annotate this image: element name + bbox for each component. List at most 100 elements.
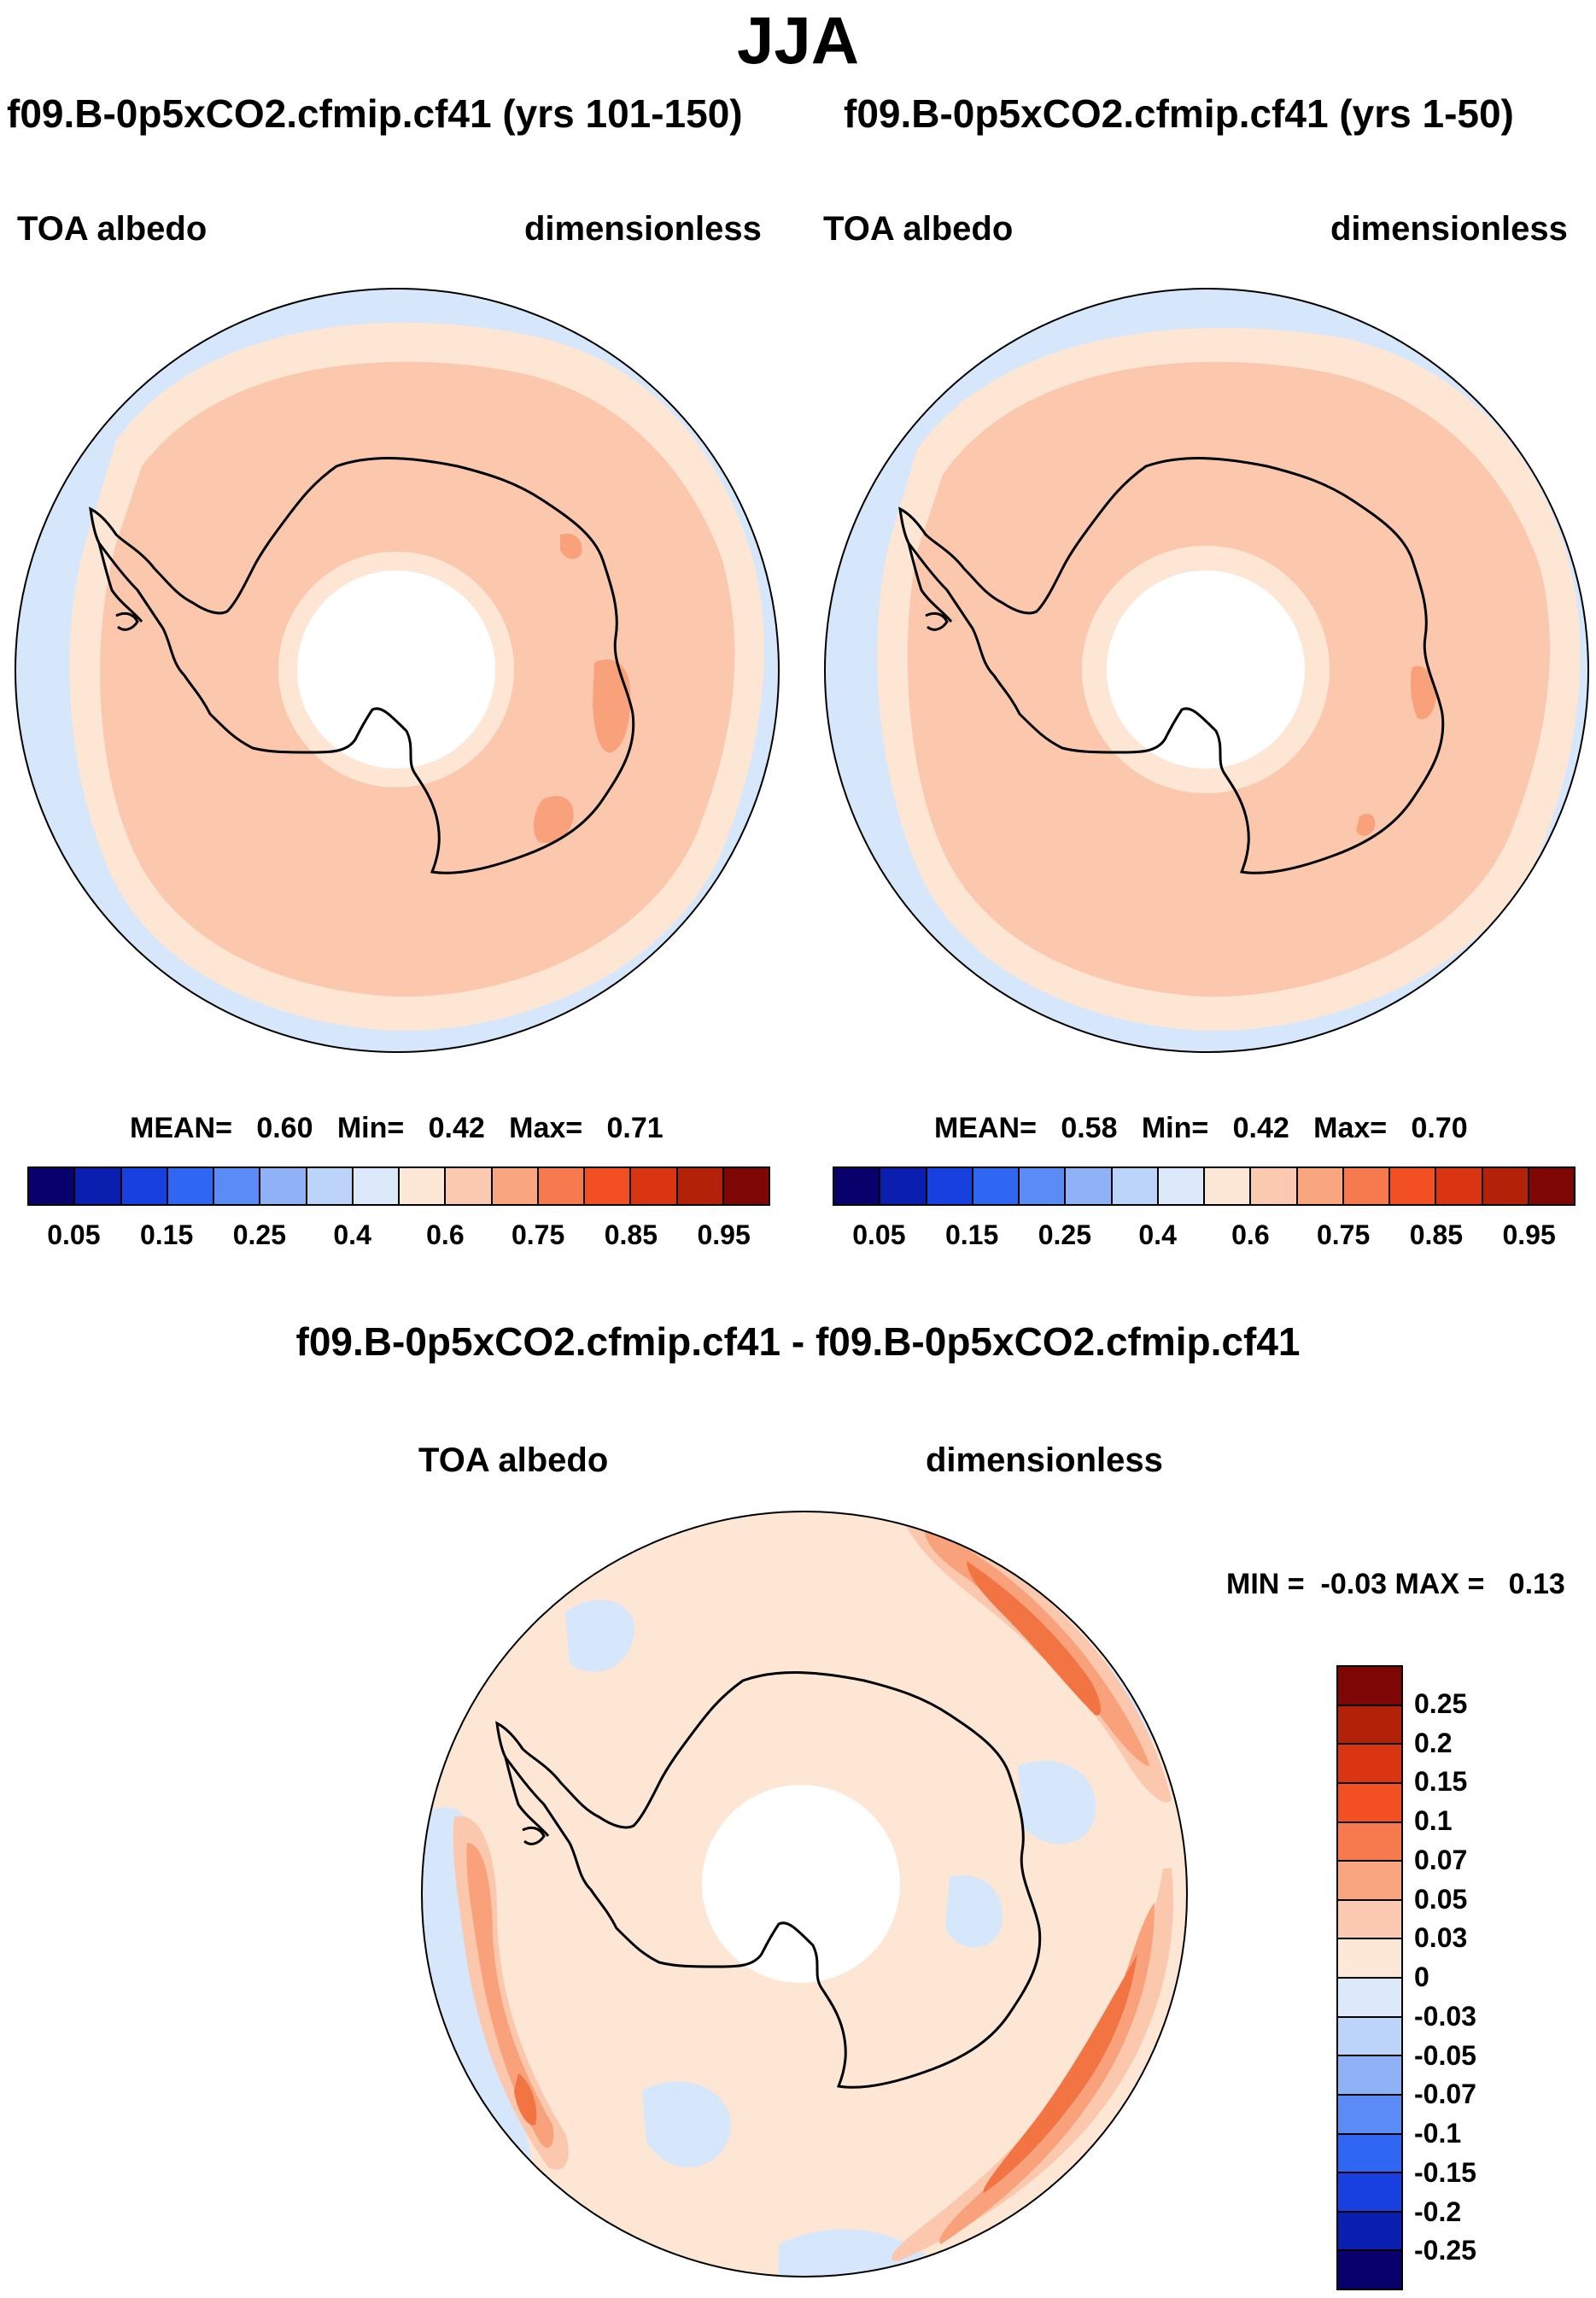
right-max-value: 0.70: [1411, 1112, 1468, 1144]
colorbar-segment: [1390, 1168, 1437, 1204]
pole-hole: [297, 570, 495, 769]
right-min-value: 0.42: [1232, 1112, 1289, 1144]
colorbar-tick-label: 0.85: [604, 1219, 658, 1250]
colorbar-tick-label: 0.07: [1414, 1844, 1468, 1875]
colorbar-tick-label: -0.03: [1414, 2000, 1476, 2032]
left-mean-label: MEAN=: [130, 1112, 232, 1144]
colorbar-segment: [631, 1168, 678, 1204]
peak-band: [967, 1561, 1101, 1716]
colorbar-tick-label: -0.15: [1414, 2156, 1476, 2188]
colorbar-segment: [1020, 1168, 1067, 1204]
high-albedo-patch: [533, 796, 574, 844]
colorbar-segment: [307, 1168, 354, 1204]
left-max-value: 0.71: [606, 1112, 664, 1144]
colorbar-segment: [1158, 1168, 1205, 1204]
colorbar-tick-label: 0.1: [1414, 1805, 1453, 1836]
right-units-label: dimensionless: [1330, 210, 1568, 248]
antarctica-coastline: [89, 457, 635, 874]
peak-band: [514, 2073, 537, 2126]
colorbar-tick-label: 0.85: [1409, 1219, 1464, 1250]
antarctic-peninsula: [907, 542, 953, 631]
peak-band: [983, 1954, 1137, 2193]
colorbar-tick-label: 0.05: [852, 1219, 906, 1250]
left-polar-map: [15, 288, 780, 1053]
colorbar-segment: [1338, 1939, 1401, 1979]
colorbar-tick-label: 0.6: [426, 1219, 465, 1250]
colorbar-segment: [1297, 1168, 1344, 1204]
high-albedo-patch: [1411, 666, 1436, 720]
colorbar-segment: [1338, 1900, 1401, 1940]
colorbar-tick-label: 0.25: [1414, 1687, 1468, 1719]
colorbar-segment: [492, 1168, 539, 1204]
colorbar-tick-label: -0.25: [1414, 2235, 1476, 2266]
colorbar-segment: [1338, 1745, 1401, 1784]
map-border: [824, 288, 1589, 1053]
high-albedo-patch: [560, 533, 582, 559]
colorbar-tick-label: 0.15: [944, 1219, 999, 1250]
left-min-value: 0.42: [428, 1112, 485, 1144]
colorbar-segment: [1338, 1979, 1401, 2018]
diff-units-label: dimensionless: [926, 1441, 1163, 1479]
colorbar-tick-label: 0.6: [1231, 1219, 1270, 1250]
antarctic-peninsula: [504, 1757, 550, 1845]
colorbar-segment: [1338, 2212, 1401, 2252]
positive-band: [898, 1512, 1172, 1803]
antarctica-coastline: [898, 457, 1445, 874]
colorbar-segment: [880, 1168, 927, 1204]
left-mean-value: 0.60: [256, 1112, 313, 1144]
colorbar-tick-label: 0.95: [697, 1219, 751, 1250]
colorbar-segment: [834, 1168, 881, 1204]
colorbar-segment: [1251, 1168, 1298, 1204]
right-polar-map: [824, 288, 1589, 1053]
colorbar-segment: [1338, 1783, 1401, 1823]
difference-polar-map: [421, 1511, 1188, 2278]
antarctic-peninsula: [97, 542, 143, 631]
colorbar-segment: [1338, 2056, 1401, 2096]
colorbar-segment: [1338, 2017, 1401, 2057]
diff-variable-label: TOA albedo: [418, 1441, 609, 1479]
colorbar-tick-label: -0.1: [1414, 2118, 1462, 2149]
colorbar-segment: [29, 1168, 76, 1204]
diff-minmax: MIN = -0.03 MAX = 0.13: [1226, 1568, 1565, 1600]
left-colorbar: [27, 1167, 770, 1206]
right-colorbar: [833, 1167, 1576, 1206]
colorbar-tick-label: 0.15: [1414, 1766, 1468, 1798]
colorbar-segment: [1066, 1168, 1113, 1204]
colorbar-segment: [1338, 1822, 1401, 1862]
high-albedo-patch: [593, 659, 631, 753]
left-panel-title: f09.B-0p5xCO2.cfmip.cf41 (yrs 101-150): [7, 91, 743, 136]
right-max-label: Max=: [1313, 1112, 1388, 1144]
colorbar-segment: [75, 1168, 122, 1204]
colorbar-segment: [1436, 1168, 1483, 1204]
colorbar-tick-label: 0.05: [1414, 1883, 1468, 1915]
colorbar-segment: [1338, 1667, 1401, 1706]
colorbar-segment: [1343, 1168, 1390, 1204]
right-mean-label: MEAN=: [934, 1112, 1037, 1144]
colorbar-segment: [1338, 2173, 1401, 2213]
colorbar-segment: [260, 1168, 307, 1204]
colorbar-tick-label: 0: [1414, 1962, 1429, 1992]
left-stats: MEAN= 0.60 Min= 0.42 Max= 0.71: [130, 1112, 664, 1145]
colorbar-segment: [1338, 1862, 1401, 1901]
map-border: [421, 1511, 1188, 2278]
colorbar-tick-label: 0.15: [139, 1219, 194, 1250]
colorbar-segment: [1338, 2251, 1401, 2289]
antarctica-coastline: [495, 1671, 1042, 2089]
map-border: [15, 288, 780, 1053]
negative-patch: [1018, 1760, 1096, 1845]
colorbar-segment: [121, 1168, 168, 1204]
colorbar-segment: [446, 1168, 493, 1204]
left-max-label: Max=: [509, 1112, 583, 1144]
colorbar-segment: [1338, 2134, 1401, 2174]
negative-patch: [565, 1599, 635, 1672]
right-stats: MEAN= 0.58 Min= 0.42 Max= 0.70: [934, 1112, 1468, 1145]
colorbar-tick-label: -0.05: [1414, 2039, 1476, 2071]
positive-band: [892, 1868, 1173, 2261]
colorbar-tick-label: 0.25: [232, 1219, 287, 1250]
colorbar-tick-label: 0.25: [1038, 1219, 1092, 1250]
colorbar-tick-label: 0.75: [1316, 1219, 1371, 1250]
colorbar-segment: [677, 1168, 724, 1204]
colorbar-segment: [1338, 2095, 1401, 2135]
colorbar-segment: [1205, 1168, 1252, 1204]
pole-hole: [1107, 570, 1305, 769]
